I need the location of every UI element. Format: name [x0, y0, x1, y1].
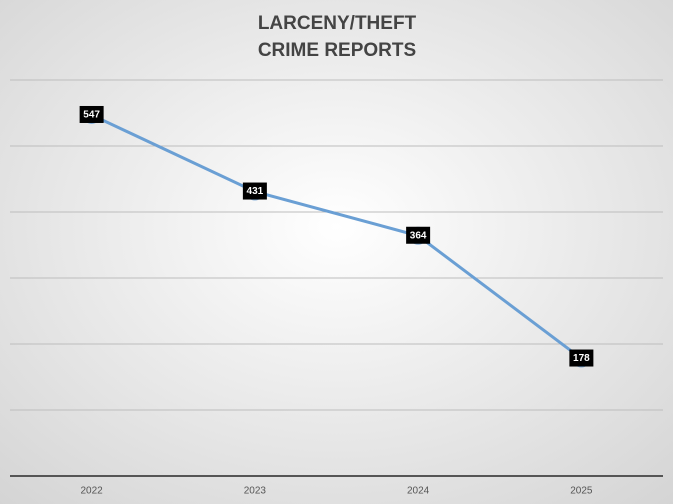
- chart-title: CRIME REPORTS: [258, 40, 416, 61]
- data-label: 178: [573, 353, 590, 364]
- data-label: 431: [247, 186, 264, 197]
- data-label-box: [569, 349, 594, 367]
- chart-title: LARCENY/THEFT: [258, 13, 417, 34]
- data-label-box: [242, 182, 267, 200]
- x-tick-label: 2024: [407, 486, 430, 497]
- data-label: 364: [410, 230, 427, 241]
- line: [90, 113, 583, 360]
- x-tick-label: 2025: [570, 486, 593, 497]
- data-label: 547: [83, 110, 100, 121]
- data-label-box: [79, 105, 104, 123]
- x-tick-label: 2022: [81, 486, 104, 497]
- data-label-box: [406, 226, 431, 244]
- x-tick-label: 2023: [244, 486, 267, 497]
